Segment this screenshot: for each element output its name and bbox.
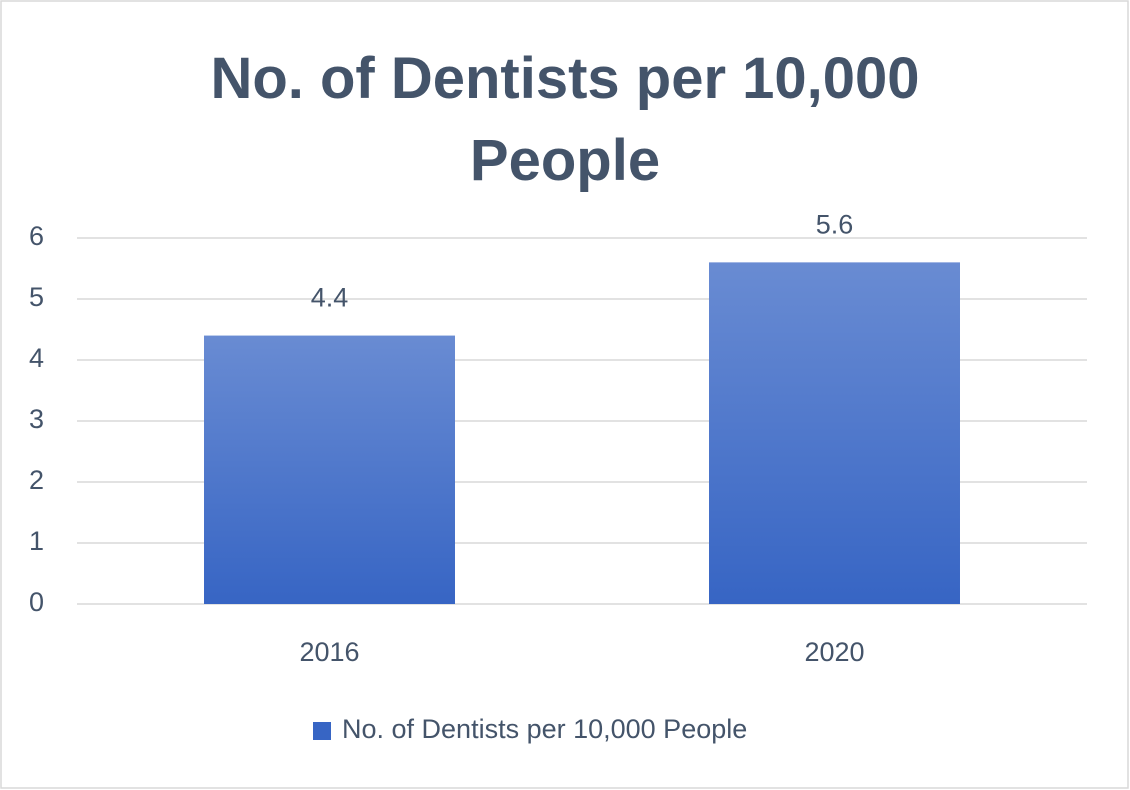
y-tick-label: 0: [29, 587, 44, 617]
y-tick-label: 4: [29, 343, 44, 373]
x-tick-label: 2016: [299, 637, 359, 667]
y-tick-label: 5: [29, 282, 44, 312]
data-label: 5.6: [816, 210, 854, 240]
bar-sheen: [709, 262, 960, 604]
bar-sheen: [204, 335, 455, 604]
y-tick-label: 2: [29, 465, 44, 495]
chart-title: No. of Dentists per 10,000 People: [210, 46, 920, 193]
y-tick-label: 1: [29, 526, 44, 556]
x-tick-label: 2020: [804, 637, 864, 667]
data-label: 4.4: [311, 283, 349, 313]
y-tick-label: 6: [29, 221, 44, 251]
legend-swatch: [313, 722, 331, 740]
legend-label: No. of Dentists per 10,000 People: [342, 714, 747, 744]
y-tick-label: 3: [29, 404, 44, 434]
